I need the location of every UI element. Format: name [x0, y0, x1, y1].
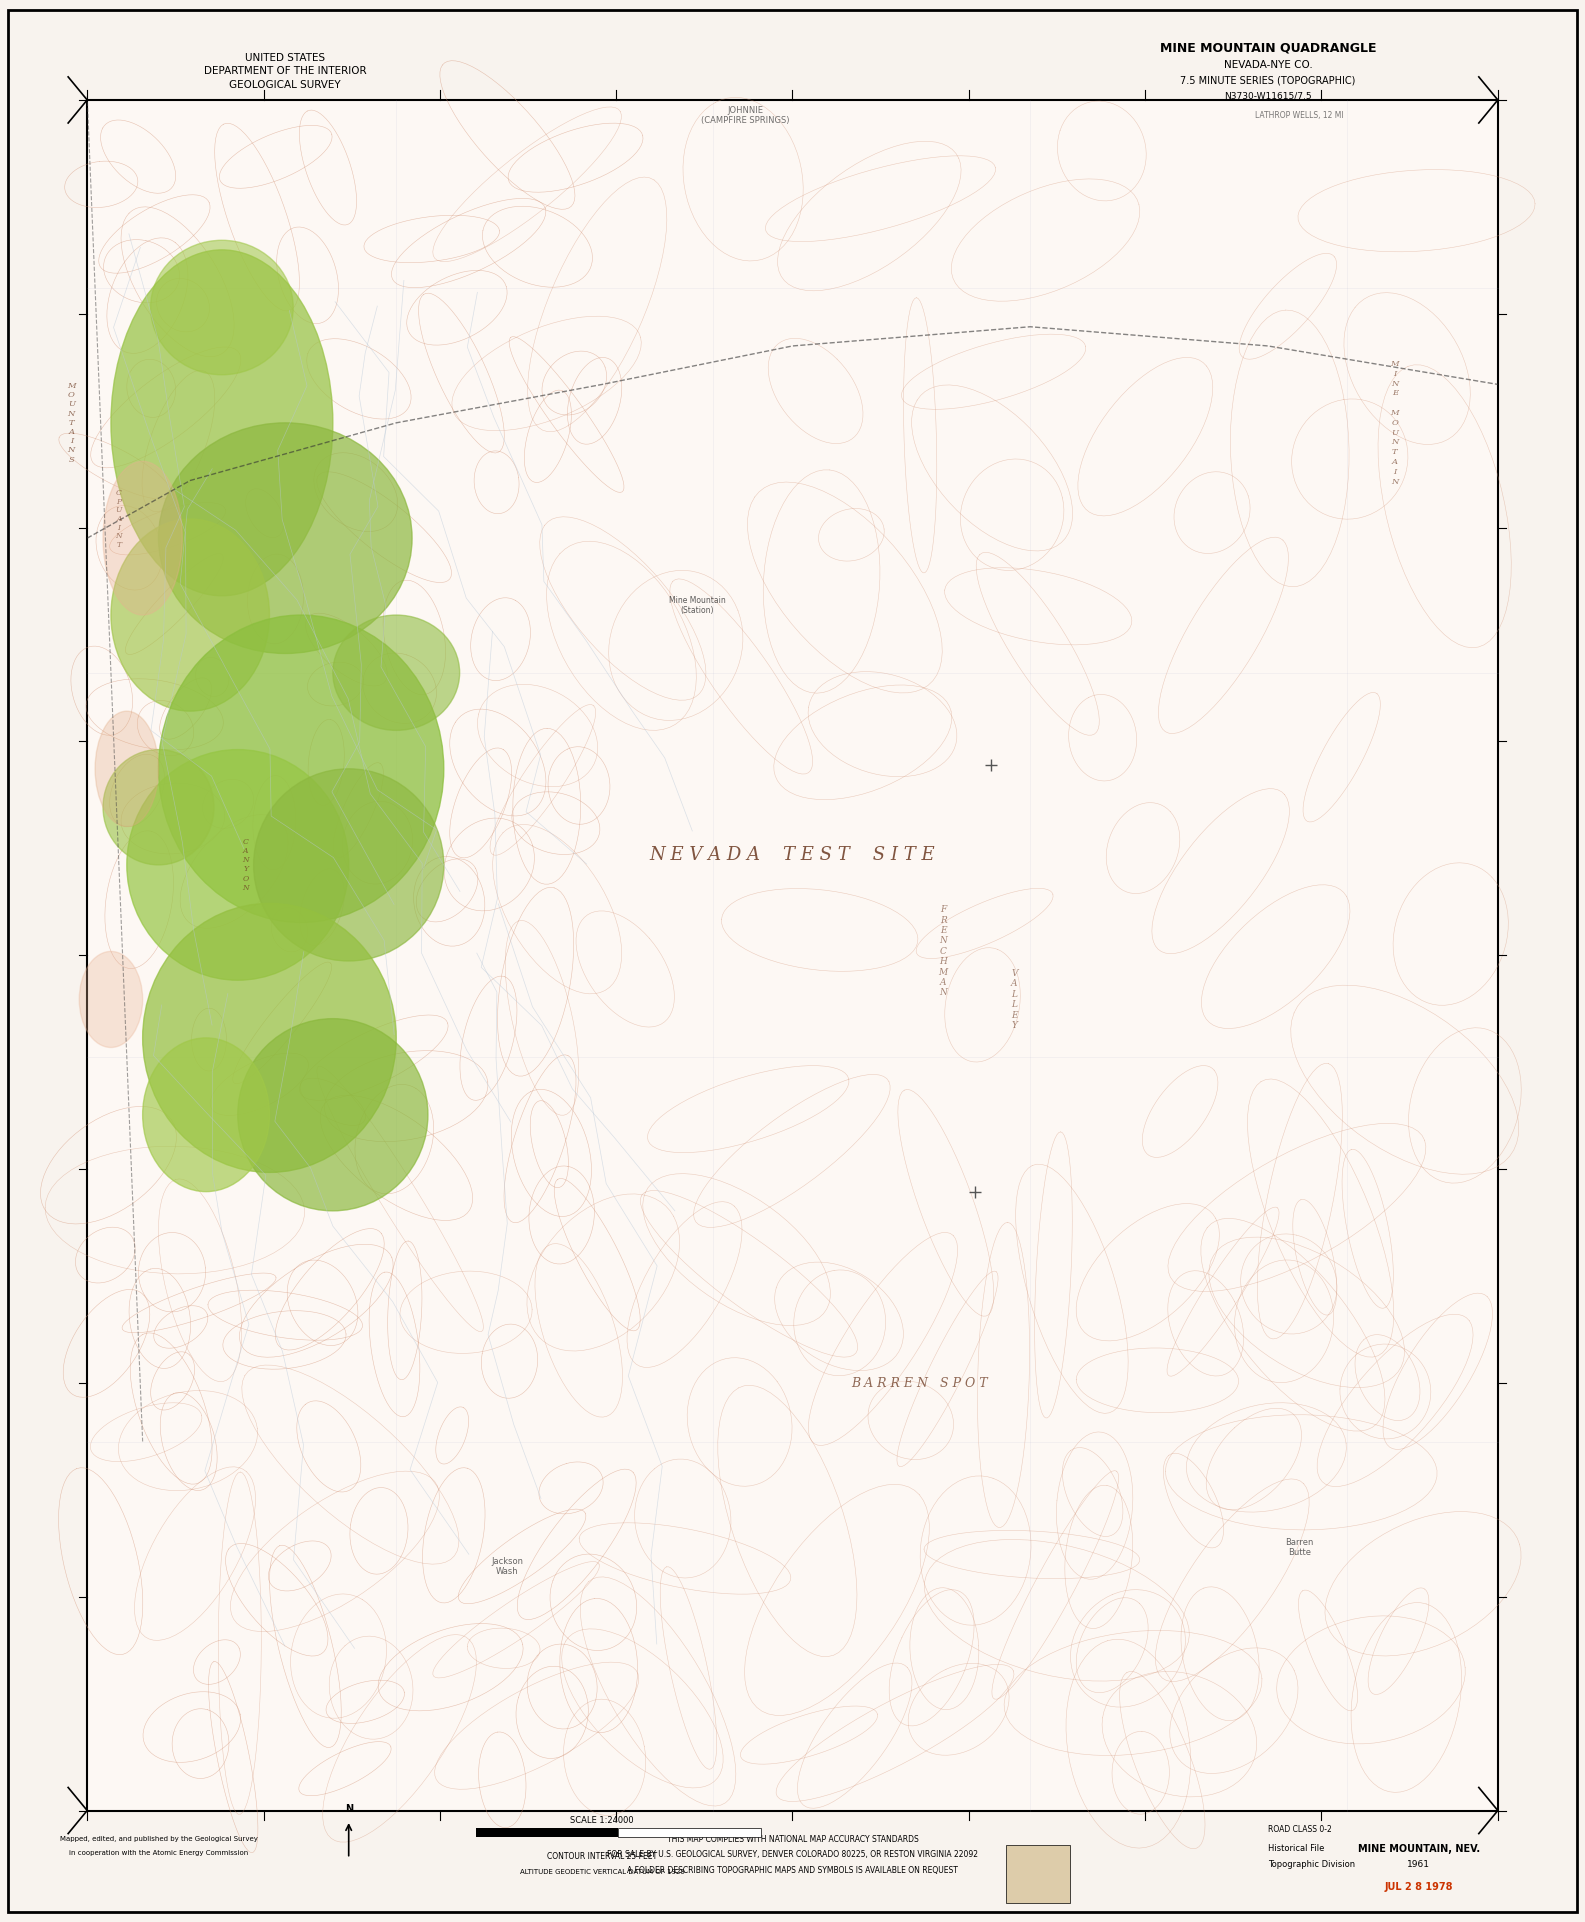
- Text: N E V A D A    T E S T    S I T E: N E V A D A T E S T S I T E: [650, 846, 935, 865]
- Text: Topographic Division: Topographic Division: [1268, 1860, 1355, 1868]
- Bar: [87, 100, 1498, 1811]
- Text: in cooperation with the Atomic Energy Commission: in cooperation with the Atomic Energy Co…: [68, 1849, 249, 1857]
- Text: DEPARTMENT OF THE INTERIOR: DEPARTMENT OF THE INTERIOR: [204, 65, 366, 77]
- Text: CONTOUR INTERVAL 25 FEET: CONTOUR INTERVAL 25 FEET: [547, 1853, 658, 1860]
- Ellipse shape: [254, 769, 444, 961]
- Bar: [1006, 1845, 1070, 1903]
- Ellipse shape: [111, 250, 333, 596]
- Text: UNITED STATES: UNITED STATES: [246, 52, 325, 63]
- Text: SCALE 1:24000: SCALE 1:24000: [571, 1816, 634, 1824]
- Text: Mapped, edited, and published by the Geological Survey: Mapped, edited, and published by the Geo…: [60, 1836, 257, 1843]
- Text: N: N: [344, 1805, 353, 1814]
- Ellipse shape: [143, 903, 396, 1172]
- Text: N3730-W11615/7.5: N3730-W11615/7.5: [1224, 92, 1312, 100]
- Text: M
I
N
E
 
M
O
U
N
T
A
I
N: M I N E M O U N T A I N: [1390, 359, 1400, 486]
- Ellipse shape: [103, 461, 182, 615]
- Text: C
P
U
A
I
N
T: C P U A I N T: [116, 488, 122, 550]
- Ellipse shape: [111, 519, 269, 711]
- Text: THIS MAP COMPLIES WITH NATIONAL MAP ACCURACY STANDARDS: THIS MAP COMPLIES WITH NATIONAL MAP ACCU…: [667, 1836, 918, 1843]
- Ellipse shape: [79, 951, 143, 1047]
- Text: JUL 2 8 1978: JUL 2 8 1978: [1384, 1882, 1453, 1893]
- Text: ALTITUDE GEODETIC VERTICAL DATUM OF 1929: ALTITUDE GEODETIC VERTICAL DATUM OF 1929: [520, 1868, 685, 1876]
- Text: JOHNNIE
(CAMPFIRE SPRINGS): JOHNNIE (CAMPFIRE SPRINGS): [701, 106, 789, 125]
- Ellipse shape: [238, 1019, 428, 1211]
- Text: MINE MOUNTAIN QUADRANGLE: MINE MOUNTAIN QUADRANGLE: [1160, 42, 1376, 54]
- Text: Historical File: Historical File: [1268, 1845, 1325, 1853]
- Ellipse shape: [158, 615, 444, 923]
- Text: FOR SALE BY U.S. GEOLOGICAL SURVEY, DENVER COLORADO 80225, OR RESTON VIRGINIA 22: FOR SALE BY U.S. GEOLOGICAL SURVEY, DENV…: [607, 1851, 978, 1859]
- Bar: [476, 1828, 618, 1837]
- Text: F
R
E
N
C
H
M
A
N: F R E N C H M A N: [938, 905, 948, 998]
- Text: MINE MOUNTAIN, NEV.: MINE MOUNTAIN, NEV.: [1357, 1843, 1480, 1855]
- Text: 1961: 1961: [1407, 1860, 1430, 1868]
- Text: Mine Mountain
(Station): Mine Mountain (Station): [669, 596, 726, 615]
- Bar: [618, 1828, 761, 1837]
- Text: NEVADA-NYE CO.: NEVADA-NYE CO.: [1224, 60, 1312, 71]
- Ellipse shape: [103, 750, 214, 865]
- Text: M
O
U
N
T
A
I
N
S: M O U N T A I N S: [67, 382, 76, 463]
- Text: LATHROP WELLS, 12 MI: LATHROP WELLS, 12 MI: [1255, 111, 1344, 119]
- Ellipse shape: [143, 1038, 269, 1192]
- Text: GEOLOGICAL SURVEY: GEOLOGICAL SURVEY: [230, 79, 341, 90]
- Ellipse shape: [127, 750, 349, 980]
- Text: B A R R E N   S P O T: B A R R E N S P O T: [851, 1378, 987, 1390]
- Text: A FOLDER DESCRIBING TOPOGRAPHIC MAPS AND SYMBOLS IS AVAILABLE ON REQUEST: A FOLDER DESCRIBING TOPOGRAPHIC MAPS AND…: [628, 1866, 957, 1874]
- Ellipse shape: [158, 423, 412, 653]
- Text: 7.5 MINUTE SERIES (TOPOGRAPHIC): 7.5 MINUTE SERIES (TOPOGRAPHIC): [1181, 75, 1355, 86]
- Text: C
A
N
Y
O
N: C A N Y O N: [243, 838, 249, 892]
- Text: Barren
Butte: Barren Butte: [1285, 1538, 1314, 1557]
- Ellipse shape: [333, 615, 460, 730]
- Ellipse shape: [151, 240, 293, 375]
- Text: V
A
L
L
E
Y: V A L L E Y: [1011, 969, 1018, 1030]
- Text: ROAD CLASS 0-2: ROAD CLASS 0-2: [1268, 1826, 1331, 1834]
- Ellipse shape: [95, 711, 158, 826]
- Text: Jackson
Wash: Jackson Wash: [491, 1557, 523, 1576]
